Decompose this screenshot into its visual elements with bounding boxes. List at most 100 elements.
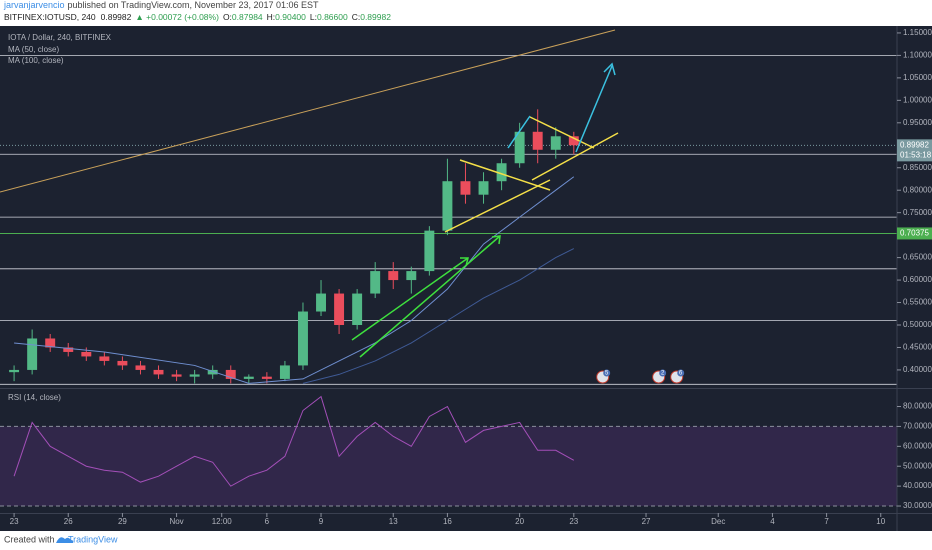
x-tick-label: 23 <box>569 517 578 526</box>
y-tick-label: 80.0000 <box>903 402 932 411</box>
candle-body <box>117 360 128 366</box>
trendline <box>459 159 551 191</box>
candle-body <box>9 369 20 373</box>
candle-body <box>406 271 417 281</box>
x-tick-label: 27 <box>642 517 651 526</box>
symbol: BITFINEX:IOTUSD, 240 <box>4 12 96 22</box>
rsi-band <box>0 426 897 507</box>
x-tick-label: 10 <box>876 517 885 526</box>
y-tick-label: 0.65000 <box>903 253 932 262</box>
y-tick-label: 0.95000 <box>903 118 932 127</box>
y-tick-label: 1.15000 <box>903 28 932 37</box>
alert-label: 0.70375 <box>900 229 929 238</box>
chart-title: IOTA / Dollar, 240, BITFINEX <box>8 33 112 42</box>
candle-body <box>189 374 200 377</box>
arrow <box>359 235 501 358</box>
candle-body <box>153 369 164 375</box>
y-tick-label: 1.00000 <box>903 95 932 104</box>
candle-body <box>261 376 272 379</box>
ohlc-key: H: <box>267 12 276 22</box>
legend-entry: MA (100, close) <box>8 56 64 65</box>
arrow <box>351 257 469 341</box>
y-tick-label: 1.10000 <box>903 51 932 60</box>
candle-body <box>388 271 399 281</box>
x-tick-label: 26 <box>64 517 73 526</box>
ohlc-key: C: <box>352 12 361 22</box>
x-tick-label: 23 <box>10 517 19 526</box>
y-tick-label: 0.85000 <box>903 163 932 172</box>
candle-body <box>99 356 110 361</box>
trendline <box>0 29 616 193</box>
footer-brand: TradingView <box>68 534 118 544</box>
author: jarvanjarvencio <box>3 0 65 10</box>
candle-body <box>316 293 326 312</box>
candle-body <box>424 230 435 272</box>
x-tick-label: 7 <box>824 517 829 526</box>
candle-body <box>45 338 56 348</box>
ohlc-value: 0.90400 <box>275 12 306 22</box>
header-line: jarvanjarvencio published on TradingView.… <box>3 0 319 10</box>
x-tick-label: 29 <box>118 517 127 526</box>
y-tick-label: 40.0000 <box>903 481 932 490</box>
price-label-bg <box>897 139 932 162</box>
y-tick-label: 70.0000 <box>903 422 932 431</box>
candle-body <box>514 131 525 164</box>
y-tick-label: 0.60000 <box>903 275 932 284</box>
candle-body <box>207 369 218 375</box>
x-tick-label: Dec <box>711 517 725 526</box>
x-tick-label: 12:00 <box>212 517 233 526</box>
y-tick-label: 0.40000 <box>903 365 932 374</box>
y-tick-label: 0.75000 <box>903 208 932 217</box>
x-tick-label: 6 <box>265 517 270 526</box>
trendline <box>529 116 595 149</box>
candle-body <box>171 374 182 377</box>
event-badge <box>677 369 685 377</box>
published: published on TradingView.com, November 2… <box>68 0 319 10</box>
candle-body <box>243 376 254 379</box>
candle-body <box>478 181 489 195</box>
candle-body <box>63 347 74 352</box>
legend-entry: RSI (14, close) <box>8 393 61 402</box>
alert-label-bg <box>897 227 932 240</box>
candle-body <box>442 181 453 231</box>
arrow-head <box>603 62 616 76</box>
candle-body <box>352 293 363 325</box>
logo <box>56 537 74 543</box>
x-tick-label: 4 <box>770 517 775 526</box>
event-label: 5 <box>605 371 609 377</box>
ohlc-value: 0.87984 <box>232 12 263 22</box>
y-tick-label: 0.80000 <box>903 185 932 194</box>
candle-body <box>532 131 543 150</box>
drawings <box>0 29 619 358</box>
candle-body <box>27 338 38 370</box>
y-tick-label: 0.45000 <box>903 343 932 352</box>
candle-body <box>334 293 345 325</box>
countdown: 01:53:18 <box>900 150 932 159</box>
arrow-head <box>460 257 469 267</box>
ma-line <box>302 248 575 384</box>
y-tick-label: 50.0000 <box>903 461 932 470</box>
ohlc-key: O: <box>223 12 232 22</box>
price: 0.89982 <box>101 12 132 22</box>
candle-body <box>460 181 471 195</box>
candle-body <box>568 136 579 146</box>
candle-body <box>298 311 308 366</box>
event-badge <box>659 369 667 377</box>
y-tick-label: 60.0000 <box>903 441 932 450</box>
symbol-line: BITFINEX:IOTUSD, 240 0.89982 ▲ +0.00072 (+… <box>4 12 391 22</box>
ohlc-key: L: <box>310 12 317 22</box>
event-label: 6 <box>679 371 683 377</box>
y-tick-label: 0.55000 <box>903 298 932 307</box>
x-tick-label: 13 <box>389 517 398 526</box>
legend-entry: MA (50, close) <box>8 45 59 54</box>
candle-body <box>225 369 236 379</box>
trendline <box>531 132 619 181</box>
ohlc-value: 0.89982 <box>360 12 391 22</box>
footer-text: Created with <box>4 534 55 544</box>
arrow <box>575 65 613 153</box>
candle-body <box>550 136 561 150</box>
ohlc-value: 0.86600 <box>317 12 348 22</box>
y-tick-label: 0.50000 <box>903 320 932 329</box>
